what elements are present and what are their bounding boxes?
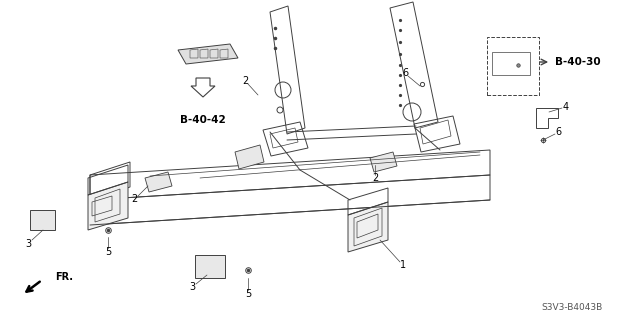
Text: B-40-30: B-40-30 <box>555 57 601 67</box>
Polygon shape <box>370 152 397 172</box>
Polygon shape <box>178 44 238 64</box>
Text: 6: 6 <box>555 127 561 137</box>
Text: FR.: FR. <box>55 272 73 282</box>
Text: 6: 6 <box>402 68 408 78</box>
Polygon shape <box>191 78 215 97</box>
Text: 2: 2 <box>242 76 248 86</box>
Text: 5: 5 <box>245 289 251 299</box>
Text: 1: 1 <box>400 260 406 270</box>
Text: S3V3-B4043B: S3V3-B4043B <box>541 303 603 313</box>
Text: 2: 2 <box>131 194 137 204</box>
Text: 5: 5 <box>105 247 111 257</box>
Polygon shape <box>30 210 55 230</box>
Text: 4: 4 <box>563 102 569 112</box>
FancyBboxPatch shape <box>487 37 539 95</box>
Text: 3: 3 <box>25 239 31 249</box>
Polygon shape <box>195 255 225 278</box>
Text: B-40-42: B-40-42 <box>180 115 226 125</box>
Polygon shape <box>88 182 128 230</box>
Text: 2: 2 <box>372 173 378 183</box>
Polygon shape <box>235 145 264 169</box>
Polygon shape <box>348 202 388 252</box>
Text: 3: 3 <box>189 282 195 292</box>
Polygon shape <box>145 172 172 192</box>
